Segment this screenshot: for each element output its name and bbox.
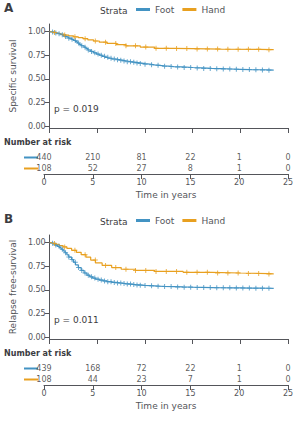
svg-text:15: 15	[185, 178, 195, 187]
svg-text:8: 8	[188, 164, 193, 173]
svg-text:15: 15	[185, 389, 195, 398]
svg-text:52: 52	[88, 164, 98, 173]
svg-text:20: 20	[234, 178, 244, 187]
svg-text:10: 10	[137, 178, 147, 187]
svg-text:23: 23	[137, 375, 147, 384]
svg-text:0.50: 0.50	[28, 285, 46, 294]
svg-text:7: 7	[188, 375, 193, 384]
svg-text:0: 0	[285, 153, 290, 162]
svg-text:81: 81	[137, 153, 147, 162]
svg-text:Hand: Hand	[201, 216, 225, 226]
svg-text:5: 5	[90, 178, 95, 187]
svg-text:0: 0	[285, 364, 290, 373]
svg-text:5: 5	[90, 389, 95, 398]
svg-text:Relapse free-survival: Relapse free-survival	[8, 240, 18, 334]
svg-text:Number at risk: Number at risk	[4, 349, 72, 358]
svg-text:27: 27	[137, 164, 147, 173]
svg-text:0.25: 0.25	[28, 309, 46, 318]
svg-text:25: 25	[283, 389, 293, 398]
svg-text:0: 0	[285, 164, 290, 173]
svg-text:108: 108	[36, 375, 51, 384]
svg-text:0.75: 0.75	[28, 51, 46, 60]
svg-text:Strata: Strata	[100, 6, 128, 16]
svg-text:p = 0.011: p = 0.011	[54, 315, 99, 325]
svg-text:439: 439	[36, 364, 51, 373]
svg-text:1: 1	[237, 153, 242, 162]
svg-text:25: 25	[283, 178, 293, 187]
svg-text:0.50: 0.50	[28, 74, 46, 83]
svg-text:A: A	[4, 1, 14, 15]
svg-text:20: 20	[234, 389, 244, 398]
svg-text:0: 0	[41, 389, 46, 398]
svg-text:Number at risk: Number at risk	[4, 138, 72, 147]
svg-text:44: 44	[88, 375, 98, 384]
svg-text:Time in years: Time in years	[135, 401, 197, 411]
svg-text:1.00: 1.00	[28, 238, 46, 247]
svg-text:Specific survival: Specific survival	[8, 39, 18, 112]
svg-text:Foot: Foot	[155, 5, 175, 15]
svg-text:1: 1	[237, 375, 242, 384]
svg-text:0: 0	[285, 375, 290, 384]
svg-text:440: 440	[36, 153, 51, 162]
svg-text:p = 0.019: p = 0.019	[54, 104, 99, 114]
svg-text:Time in years: Time in years	[135, 190, 197, 200]
svg-text:0.00: 0.00	[28, 333, 46, 342]
svg-text:Hand: Hand	[201, 5, 225, 15]
svg-text:1.00: 1.00	[28, 27, 46, 36]
svg-text:0.25: 0.25	[28, 98, 46, 107]
svg-text:0.75: 0.75	[28, 262, 46, 271]
svg-text:168: 168	[85, 364, 100, 373]
svg-text:0: 0	[41, 178, 46, 187]
svg-text:Strata: Strata	[100, 217, 128, 227]
svg-text:22: 22	[185, 364, 195, 373]
svg-text:210: 210	[85, 153, 100, 162]
svg-text:B: B	[4, 212, 13, 226]
svg-text:108: 108	[36, 164, 51, 173]
svg-text:72: 72	[137, 364, 147, 373]
svg-text:0.00: 0.00	[28, 122, 46, 131]
svg-text:10: 10	[137, 389, 147, 398]
svg-text:Foot: Foot	[155, 216, 175, 226]
svg-text:1: 1	[237, 164, 242, 173]
svg-text:1: 1	[237, 364, 242, 373]
svg-text:22: 22	[185, 153, 195, 162]
